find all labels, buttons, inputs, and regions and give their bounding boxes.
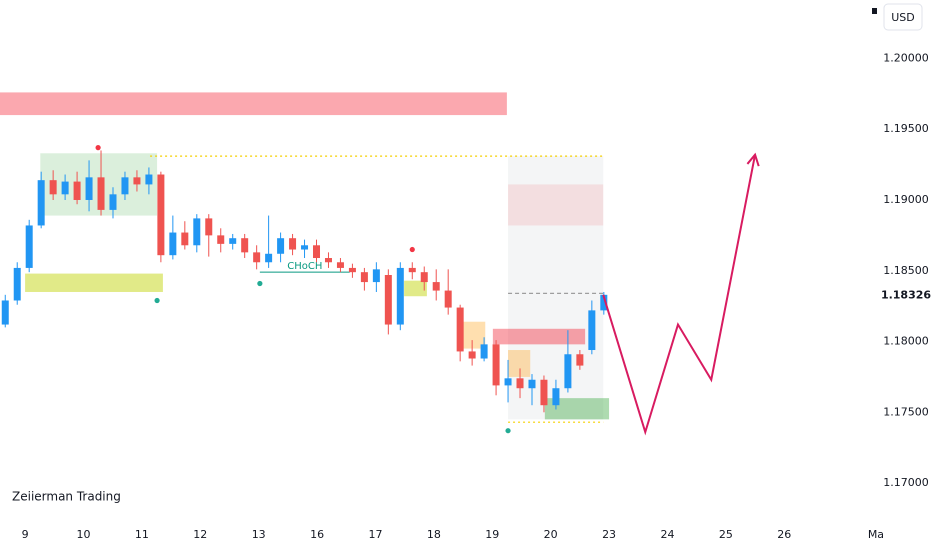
y-tick-label: 1.17500	[883, 405, 929, 418]
x-tick-label: 17	[368, 528, 382, 541]
candle-body	[25, 225, 33, 268]
x-tick-label: 13	[252, 528, 266, 541]
y-tick-label: 1.19500	[883, 122, 929, 135]
candle-body	[444, 290, 452, 308]
candle-body	[13, 267, 21, 301]
y-tick-label: 1.20000	[883, 51, 929, 64]
candle-body	[217, 235, 225, 244]
y-tick-label: 1.17000	[883, 476, 929, 489]
candle-body	[468, 351, 476, 359]
x-tick-label: 10	[77, 528, 91, 541]
candle-body	[157, 174, 165, 256]
candle-body	[109, 194, 117, 210]
candle-body	[289, 238, 297, 250]
candle-body	[301, 245, 309, 250]
y-tick-label: 1.18000	[883, 335, 929, 348]
candle-body	[97, 177, 105, 210]
candle-body	[516, 378, 524, 389]
plot-area: CHoCH	[0, 92, 760, 436]
candle-body	[540, 379, 548, 406]
candle-body	[181, 232, 189, 246]
candle-body	[360, 272, 368, 283]
candle-body	[588, 310, 596, 351]
y-tick-label: 1.18500	[883, 264, 929, 277]
candle-body	[492, 344, 500, 386]
zone	[508, 184, 604, 226]
candle-body	[85, 177, 93, 200]
candle-body	[61, 181, 69, 195]
zone	[404, 280, 427, 297]
candle-body	[121, 177, 129, 195]
x-tick-label: 16	[310, 528, 324, 541]
icon	[872, 8, 877, 14]
pivot-marker	[95, 145, 101, 151]
axes: 1.17000 1.17500 1.18000 1.18500 1.19000 1.195…	[22, 51, 932, 541]
candle-body	[133, 177, 141, 185]
candle-body	[145, 174, 153, 185]
candle-body	[372, 269, 380, 283]
candle-body	[408, 267, 416, 273]
candle-body	[193, 218, 201, 246]
candle-body	[205, 218, 213, 236]
x-tick-label: 24	[660, 528, 674, 541]
x-tick-label: 18	[427, 528, 441, 541]
zone	[508, 350, 531, 377]
x-tick-label: Ma	[868, 528, 884, 541]
x-tick-label: 20	[544, 528, 558, 541]
currency-box[interactable]	[883, 3, 923, 31]
watermark: Zeiierman Trading	[12, 490, 121, 504]
pivot-marker	[257, 280, 263, 287]
candle-body	[396, 267, 404, 325]
candle-body	[265, 253, 273, 263]
zone	[461, 321, 486, 349]
last-price-label: 1.18326	[881, 288, 931, 301]
x-tick-label: 19	[485, 528, 499, 541]
pivot-marker	[409, 246, 415, 253]
candle-body	[277, 238, 285, 254]
projection-line	[602, 154, 757, 436]
candle-body	[73, 181, 81, 200]
x-tick-label: 9	[22, 528, 29, 541]
candle-body	[348, 267, 356, 273]
candle-body	[384, 275, 392, 325]
candle-body	[600, 294, 608, 311]
x-tick-label: 11	[135, 528, 149, 541]
x-tick-label: 26	[777, 528, 791, 541]
candle-body	[49, 180, 57, 195]
candle-body	[253, 252, 261, 263]
projection-arrowhead	[746, 152, 760, 167]
candle-body	[564, 354, 572, 389]
zone	[25, 273, 163, 292]
candle-body	[336, 262, 344, 268]
price-axis	[866, 0, 932, 520]
zone	[0, 92, 507, 116]
x-tick-label: 23	[602, 528, 616, 541]
candle-body	[313, 245, 321, 259]
zone	[508, 156, 604, 420]
choch-label: CHoCH	[287, 261, 322, 272]
candle-body	[432, 282, 440, 291]
candle-body	[241, 238, 249, 253]
candle-body	[229, 238, 237, 244]
x-tick-label: 12	[193, 528, 207, 541]
candle-body	[576, 354, 584, 366]
candle-body	[169, 232, 177, 256]
candle-body	[324, 258, 332, 263]
y-tick-label: 1.19000	[883, 193, 929, 206]
x-tick-label: 25	[719, 528, 733, 541]
candle-body	[1, 300, 9, 325]
pivot-marker	[505, 428, 511, 434]
zone	[492, 328, 586, 345]
candle-body	[37, 180, 45, 226]
candle-body	[504, 378, 512, 386]
candle-body	[456, 307, 464, 352]
candle-body	[480, 344, 488, 359]
currency: USD	[891, 11, 915, 24]
candle-body	[528, 379, 536, 389]
pivot-marker	[154, 297, 160, 304]
zone	[544, 398, 610, 420]
candle-body	[552, 388, 560, 406]
candle-body	[420, 272, 428, 283]
